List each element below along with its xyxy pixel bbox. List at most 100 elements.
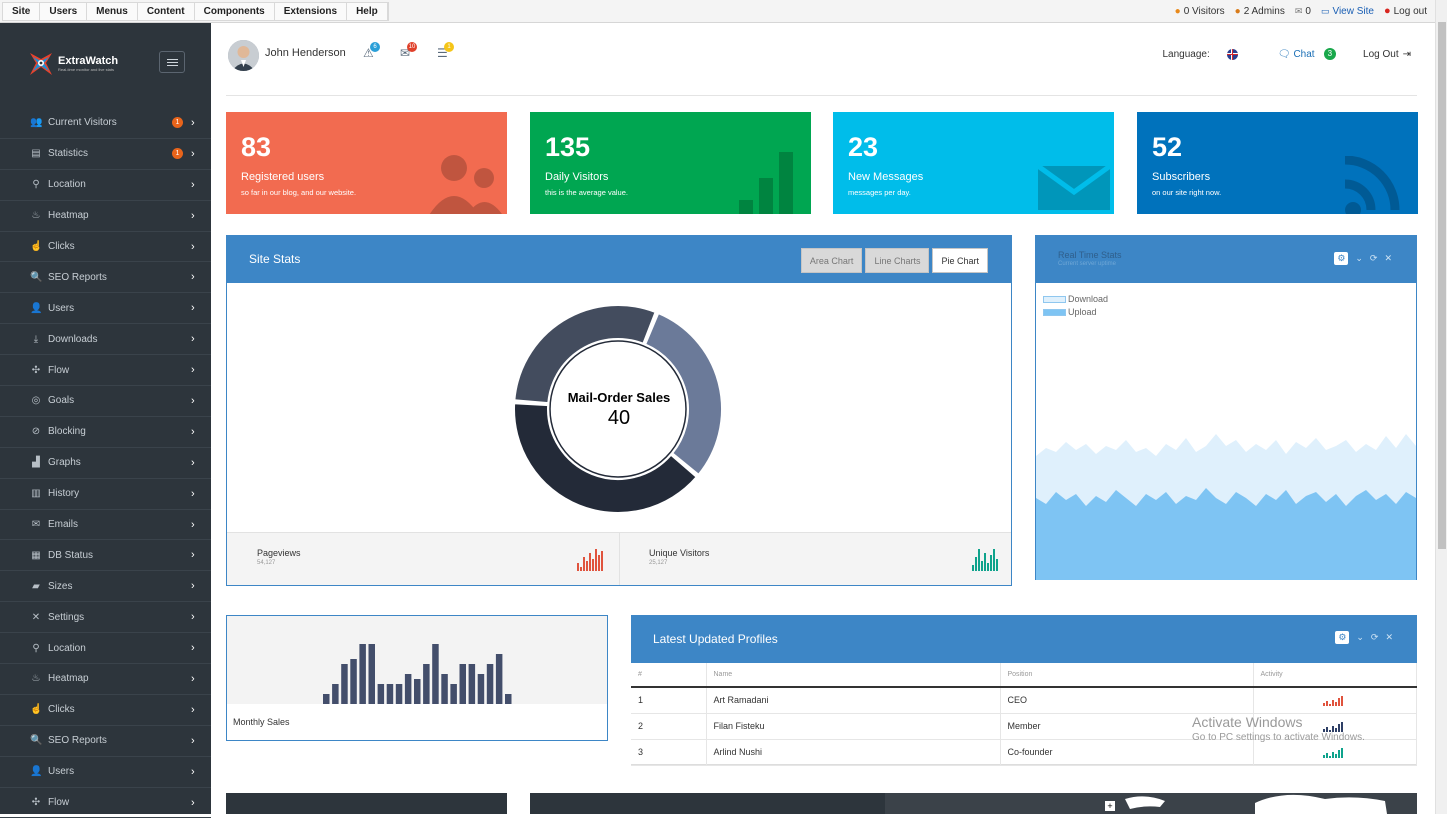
- admin-menu-extensions[interactable]: Extensions: [275, 3, 348, 20]
- map-pin-icon: ⚲: [32, 179, 40, 191]
- sparkline-bar: [580, 567, 582, 571]
- cell-position: Co-founder: [1000, 739, 1254, 766]
- sidebar-item-flow[interactable]: ✣ Flow ›: [0, 355, 211, 387]
- monthly-sales-bar: [332, 684, 339, 704]
- sparkline-bar: [987, 563, 989, 571]
- chevron-right-icon: ›: [191, 518, 195, 531]
- sidebar-item-heatmap[interactable]: ♨ Heatmap ›: [0, 664, 211, 695]
- collapse-icon[interactable]: ⌄: [1356, 632, 1364, 642]
- tile-subscribers[interactable]: 52 Subscribers on our site right now.: [1137, 112, 1418, 214]
- sparkline-bar: [598, 555, 600, 571]
- monthly-sales-bar: [404, 674, 412, 704]
- sidebar-item-db-status[interactable]: ▦ DB Status ›: [0, 540, 211, 572]
- settings-gear-icon[interactable]: ⚙: [1335, 631, 1350, 644]
- admin-menu-help[interactable]: Help: [347, 3, 388, 20]
- sidebar-nav: 👥 Current Visitors 1 › ▤ Statistics 1 › ⚲ Locatio…: [0, 108, 211, 818]
- view-site-link[interactable]: ▭ View Site: [1320, 5, 1374, 17]
- sidebar-item-clicks[interactable]: ☝ Clicks ›: [0, 695, 211, 726]
- settings-gear-icon[interactable]: ⚙: [1334, 252, 1349, 265]
- donut-slice[interactable]: [513, 304, 657, 405]
- donut-slice[interactable]: [513, 402, 699, 514]
- avatar[interactable]: [228, 40, 259, 71]
- messages-link[interactable]: ✉ 0: [1294, 5, 1311, 17]
- visitors-link[interactable]: ● 0 Visitors: [1174, 5, 1225, 17]
- scrollbar-thumb[interactable]: [1438, 22, 1446, 549]
- user-icon: 👤: [30, 302, 43, 314]
- logout-button[interactable]: Log Out ⇥: [1363, 48, 1411, 60]
- realtime-legend: Download Upload: [1043, 294, 1108, 320]
- sidebar-item-graphs[interactable]: ▟ Graphs ›: [0, 448, 211, 479]
- sidebar-badge: 1: [172, 148, 183, 160]
- chat-badge: 3: [1323, 48, 1337, 60]
- close-icon[interactable]: ✕: [1385, 632, 1393, 642]
- table-row[interactable]: 3 Arlind Nushi Co-founder: [631, 739, 1417, 766]
- table-row[interactable]: 1 Art Ramadani CEO: [631, 687, 1417, 714]
- tile-registered-users[interactable]: 83 Registered users so far in our blog, …: [226, 112, 507, 214]
- tab-pie-chart[interactable]: Pie Chart: [932, 248, 988, 273]
- refresh-icon[interactable]: ⟳: [1369, 253, 1378, 263]
- admin-menu-menus[interactable]: Menus: [87, 3, 138, 20]
- table-row[interactable]: 2 Filan Fisteku Member: [631, 713, 1417, 740]
- donut-slice[interactable]: [643, 311, 723, 477]
- tile-new-messages[interactable]: 23 New Messages messages per day.: [833, 112, 1114, 214]
- chevron-right-icon: ›: [191, 703, 195, 716]
- envelope-icon: [1038, 166, 1110, 210]
- users-icon: [429, 155, 502, 214]
- tab-line-charts[interactable]: Line Charts: [865, 248, 930, 273]
- chevron-right-icon: ›: [191, 765, 195, 778]
- sidebar-item-emails[interactable]: ✉ Emails ›: [0, 510, 211, 541]
- menu-toggle-button[interactable]: [159, 51, 185, 73]
- sidebar-item-users[interactable]: 👤 Users ›: [0, 293, 211, 325]
- chevron-right-icon: ›: [191, 611, 195, 624]
- zoom-in-button[interactable]: +: [1105, 801, 1115, 811]
- sidebar-item-users[interactable]: 👤 Users ›: [0, 757, 211, 788]
- chat-button[interactable]: 🗨 Chat 3: [1278, 48, 1337, 60]
- admin-menu-users[interactable]: Users: [40, 3, 88, 20]
- admin-menu-components[interactable]: Components: [195, 3, 275, 20]
- close-icon[interactable]: ✕: [1384, 253, 1392, 263]
- sidebar-item-sizes[interactable]: ▰ Sizes ›: [0, 571, 211, 603]
- sidebar-item-label: Settings: [48, 611, 85, 623]
- tasks-button[interactable]: ☰ 1: [437, 42, 454, 60]
- inbox-button[interactable]: ✉ 10: [400, 42, 417, 60]
- sidebar-item-label: Location: [48, 179, 86, 191]
- sidebar-item-statistics[interactable]: ▤ Statistics 1 ›: [0, 139, 211, 170]
- alerts-button[interactable]: ⚠ 6: [363, 42, 380, 60]
- sidebar-item-location[interactable]: ⚲ Location ›: [0, 633, 211, 665]
- sidebar-item-flow[interactable]: ✣ Flow ›: [0, 788, 211, 818]
- sidebar-item-heatmap[interactable]: ♨ Heatmap ›: [0, 201, 211, 232]
- uk-flag-icon[interactable]: [1226, 48, 1238, 60]
- tile-daily-visitors[interactable]: 135 Daily Visitors this is the average v…: [530, 112, 811, 214]
- sidebar-item-history[interactable]: ▥ History ›: [0, 479, 211, 510]
- user-name[interactable]: John Henderson: [265, 47, 346, 59]
- sidebar-item-clicks[interactable]: ☝ Clicks ›: [0, 232, 211, 263]
- chevron-right-icon: ›: [191, 642, 195, 655]
- collapse-icon[interactable]: ⌄: [1355, 253, 1363, 263]
- refresh-icon[interactable]: ⟳: [1370, 632, 1379, 642]
- sidebar-item-downloads[interactable]: ⤓ Downloads ›: [0, 324, 211, 356]
- sidebar-item-location[interactable]: ⚲ Location ›: [0, 170, 211, 201]
- sidebar-item-goals[interactable]: ◎ Goals ›: [0, 386, 211, 417]
- admins-link[interactable]: ● 2 Admins: [1234, 5, 1285, 17]
- admin-menu-site[interactable]: Site: [3, 3, 41, 20]
- admin-menu-content[interactable]: Content: [138, 3, 195, 20]
- page-scrollbar[interactable]: [1435, 0, 1447, 814]
- tile-subtext: on our site right now.: [1152, 188, 1222, 197]
- chevron-right-icon: ›: [191, 487, 195, 500]
- chevron-right-icon: ›: [191, 364, 195, 377]
- sidebar-item-settings[interactable]: ✕ Settings ›: [0, 602, 211, 634]
- sparkline-bar: [577, 563, 579, 571]
- logout-link[interactable]: ● Log out: [1383, 5, 1427, 17]
- tile-value: 52: [1152, 132, 1183, 162]
- sidebar-item-seo-reports[interactable]: 🔍 SEO Reports ›: [0, 262, 211, 294]
- sidebar-item-blocking[interactable]: ⊘ Blocking ›: [0, 417, 211, 448]
- tab-area-chart[interactable]: Area Chart: [800, 248, 863, 273]
- admins-icon: ●: [1234, 5, 1241, 17]
- sidebar-item-current-visitors[interactable]: 👥 Current Visitors 1 ›: [0, 108, 211, 139]
- logo[interactable]: ExtraWatch Real-time monitor and live st…: [28, 49, 118, 77]
- sidebar-item-seo-reports[interactable]: 🔍 SEO Reports ›: [0, 726, 211, 757]
- monitor-icon: ▭: [1320, 5, 1330, 16]
- profiles-title: Latest Updated Profiles: [653, 632, 778, 646]
- sparkline-bar: [1334, 728, 1337, 732]
- chevron-right-icon: ›: [191, 209, 195, 222]
